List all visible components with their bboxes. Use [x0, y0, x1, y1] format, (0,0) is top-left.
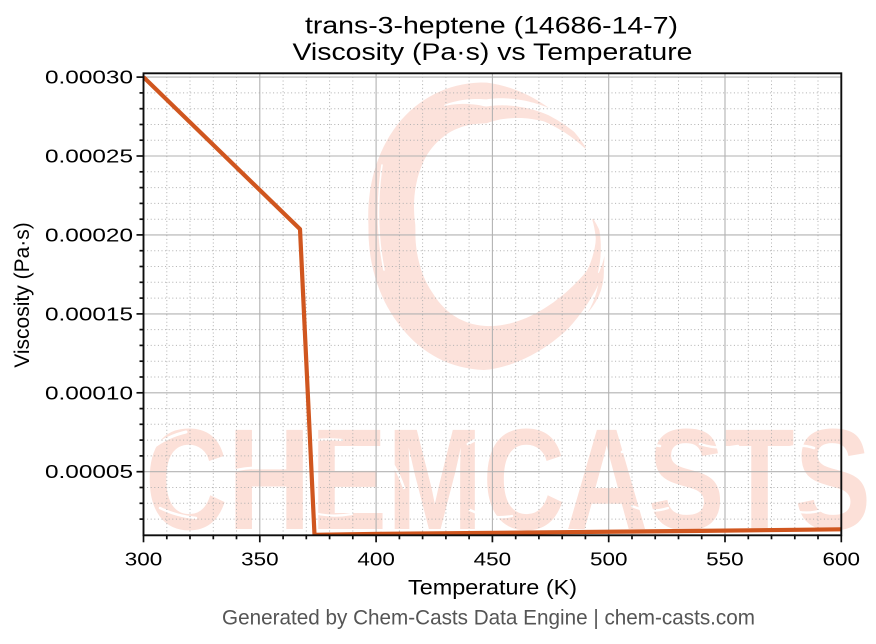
svg-text:600: 600	[823, 549, 861, 569]
svg-text:Temperature (K): Temperature (K)	[408, 577, 577, 600]
svg-text:550: 550	[706, 549, 744, 569]
svg-text:400: 400	[357, 549, 395, 569]
svg-text:0.00030: 0.00030	[45, 68, 133, 88]
svg-text:0.00025: 0.00025	[45, 147, 133, 167]
svg-text:500: 500	[590, 549, 628, 569]
svg-text:0.00020: 0.00020	[45, 225, 133, 245]
svg-text:450: 450	[474, 549, 512, 569]
svg-text:Viscosity (Pa·s) vs Temperatur: Viscosity (Pa·s) vs Temperature	[293, 39, 693, 66]
svg-text:0.00005: 0.00005	[45, 462, 133, 482]
svg-text:Generated by Chem-Casts Data E: Generated by Chem-Casts Data Engine | ch…	[222, 607, 755, 630]
svg-text:300: 300	[125, 549, 163, 569]
svg-text:0.00015: 0.00015	[45, 304, 133, 324]
svg-text:trans-3-heptene (14686-14-7): trans-3-heptene (14686-14-7)	[305, 12, 678, 39]
svg-text:0.00010: 0.00010	[45, 383, 133, 403]
svg-text:Viscosity (Pa·s): Viscosity (Pa·s)	[11, 222, 34, 367]
svg-text:350: 350	[241, 549, 279, 569]
